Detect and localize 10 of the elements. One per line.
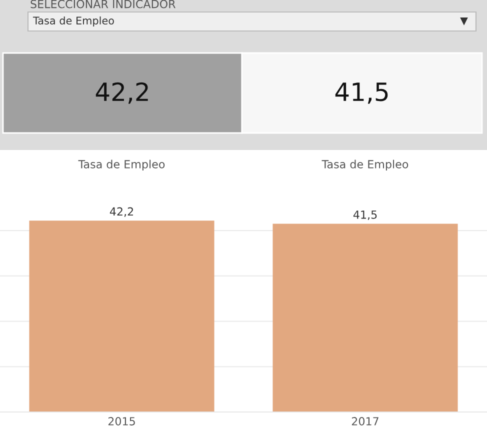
text: Tasa de Empleo xyxy=(78,160,165,171)
data-label: 41,5 xyxy=(353,210,377,220)
text: 41,5 xyxy=(335,82,388,104)
x-tick-label: 2015 xyxy=(108,417,135,426)
text: 42,2 xyxy=(96,82,148,104)
text: SELECCIONAR INDICADOR xyxy=(30,0,176,8)
text: Tasa de Empleo xyxy=(322,160,408,171)
text: Tasa de Empleo xyxy=(32,16,114,27)
x-tick-label: 2017 xyxy=(352,417,378,426)
data-label: 42,2 xyxy=(110,207,134,217)
